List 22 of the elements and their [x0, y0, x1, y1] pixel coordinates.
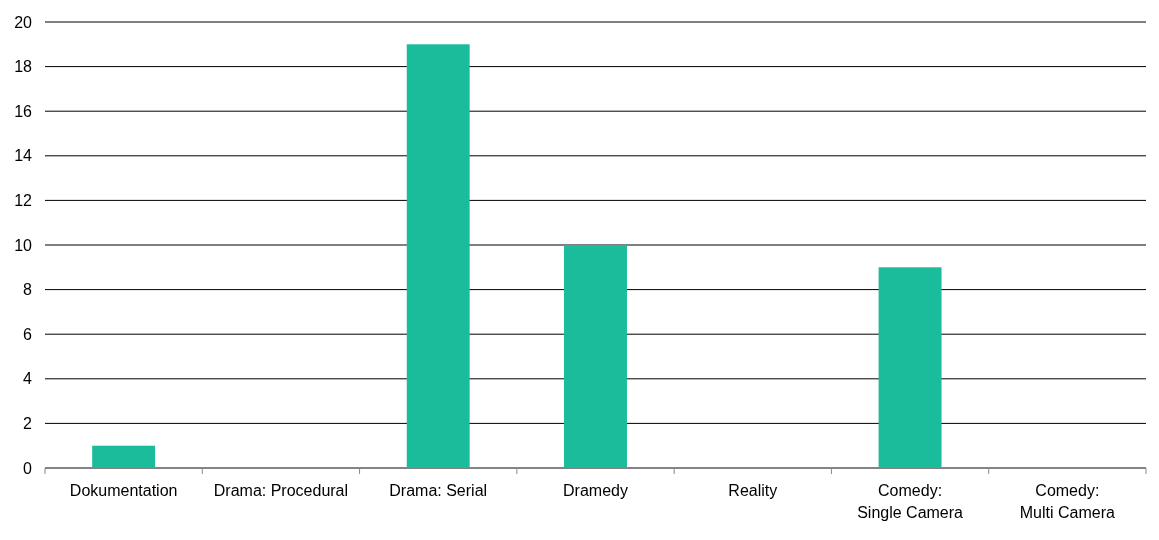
y-tick-label: 10: [14, 236, 33, 254]
y-tick-label: 8: [23, 281, 33, 299]
y-tick-label: 16: [14, 102, 33, 120]
y-tick-label: 14: [14, 147, 33, 165]
x-tick-label: Drama: Procedural: [213, 482, 349, 499]
x-tick-label: Drama: Serial: [389, 482, 488, 499]
y-tick-label: 0: [23, 459, 33, 477]
bar: [92, 445, 156, 468]
x-tick-label: Dokumentation: [69, 482, 178, 499]
bar: [406, 44, 470, 468]
bar: [878, 267, 942, 468]
y-tick-label: 12: [14, 192, 33, 209]
x-tick-label: Comedy: Multi Camera: [1019, 482, 1116, 521]
y-tick-label: 18: [14, 58, 33, 76]
y-tick-label: 2: [23, 415, 33, 432]
bar: [564, 245, 627, 468]
x-tick-label: Comedy: Single Camera: [857, 482, 964, 521]
y-tick-label: 20: [14, 13, 33, 31]
x-tick-label: Reality: [728, 482, 778, 499]
x-tick-label: Dramedy: [563, 482, 628, 499]
y-tick-label: 6: [23, 325, 33, 343]
y-tick-label: 4: [23, 370, 33, 388]
